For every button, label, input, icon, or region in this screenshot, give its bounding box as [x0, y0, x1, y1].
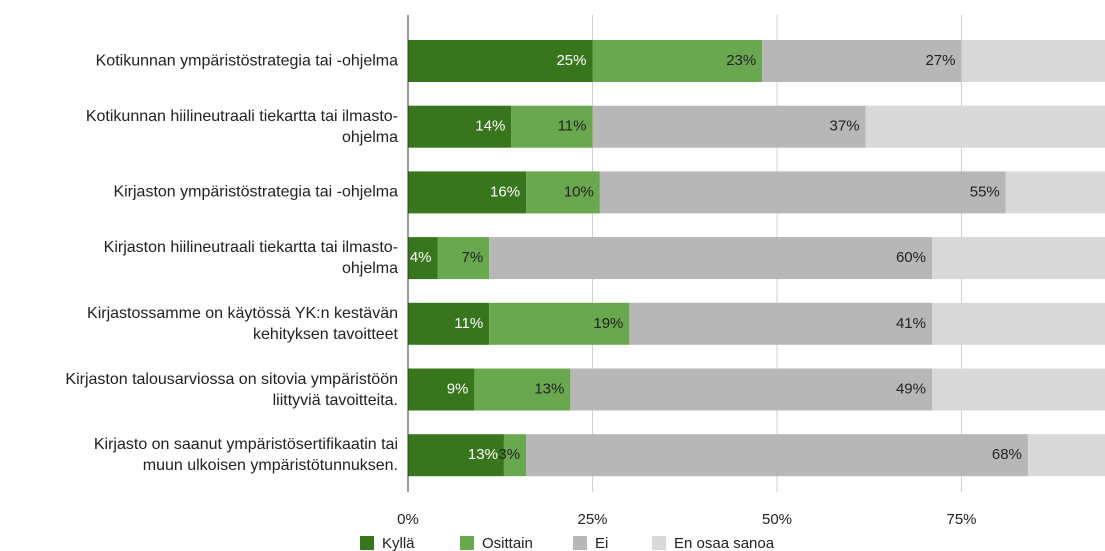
bar-segment [408, 171, 527, 214]
bar-segment [629, 302, 932, 345]
bar-segment [474, 368, 571, 411]
bar-segment [570, 368, 932, 411]
bar-segment [437, 237, 490, 280]
bar-segment [408, 237, 438, 280]
x-tick-label: 0% [397, 511, 419, 528]
bar-segment [408, 40, 593, 82]
value-label: 55% [970, 183, 1000, 200]
category-label: Kirjaston talousarviossa on sitovia ympä… [65, 370, 398, 409]
bar-segment [931, 302, 1105, 345]
bar-segment [408, 302, 490, 345]
value-label: 11% [558, 118, 587, 135]
category-label: Kotikunnan ympäristöstrategia tai -ohjel… [95, 52, 398, 70]
value-label: 10% [564, 183, 594, 200]
category-label: Kirjaston ympäristöstrategia tai -ohjelm… [113, 183, 398, 201]
category-label: Kotikunnan hiilineutraali tiekartta tai … [85, 107, 398, 146]
category-label: Kirjastossamme on käytössä YK:n kestävän… [87, 304, 398, 343]
value-label: 27% [925, 52, 955, 69]
bar-segment [408, 105, 512, 148]
bar-segment [1005, 171, 1105, 214]
bar-segment [599, 171, 1006, 214]
bar-segment [526, 434, 1028, 477]
x-tick-label: 50% [762, 511, 792, 528]
legend-swatch [652, 536, 666, 550]
legend-label: Ei [595, 535, 608, 551]
bar-segment [762, 40, 962, 82]
legend-label: Kyllä [382, 535, 415, 551]
value-label: 11% [454, 315, 483, 332]
value-label: 13% [468, 446, 498, 463]
legend-label: Osittain [482, 535, 533, 551]
category-label: Kirjaston hiilineutraali tiekartta tai i… [103, 239, 398, 278]
value-label: 68% [992, 446, 1022, 463]
value-label: 41% [896, 315, 926, 332]
value-label: 25% [556, 52, 586, 69]
value-label: 19% [593, 315, 623, 332]
value-label: 60% [896, 249, 926, 266]
value-label: 16% [490, 183, 520, 200]
bar-segment [408, 434, 504, 477]
legend-swatch [460, 536, 474, 550]
bar-segment [489, 237, 932, 280]
legend-swatch [573, 536, 587, 550]
bar-segment [931, 368, 1105, 411]
value-label: 3% [498, 446, 520, 463]
bar-segment [961, 40, 1105, 82]
category-label: Kirjasto on saanut ympäristösertifikaati… [93, 436, 398, 475]
bar-segment [1027, 434, 1105, 477]
value-label: 9% [447, 380, 469, 397]
legend-label: En osaa sanoa [674, 535, 775, 551]
bar-segment [865, 105, 1105, 148]
value-label: 13% [534, 380, 564, 397]
legend-swatch [360, 536, 374, 550]
x-tick-label: 75% [946, 511, 976, 528]
value-label: 7% [461, 249, 483, 266]
bar-segment [931, 237, 1105, 280]
value-label: 23% [726, 52, 756, 69]
bar-segment [511, 105, 593, 148]
bar-segment [592, 105, 866, 148]
value-label: 37% [830, 118, 860, 135]
bar-segment [408, 368, 475, 411]
value-label: 49% [896, 380, 926, 397]
x-tick-label: 25% [577, 511, 607, 528]
value-label: 4% [410, 249, 432, 266]
bar-segment [503, 434, 527, 477]
bar-segment [592, 40, 763, 82]
bar-segment [489, 302, 630, 345]
bar-segment [526, 171, 600, 214]
value-label: 14% [475, 118, 505, 135]
